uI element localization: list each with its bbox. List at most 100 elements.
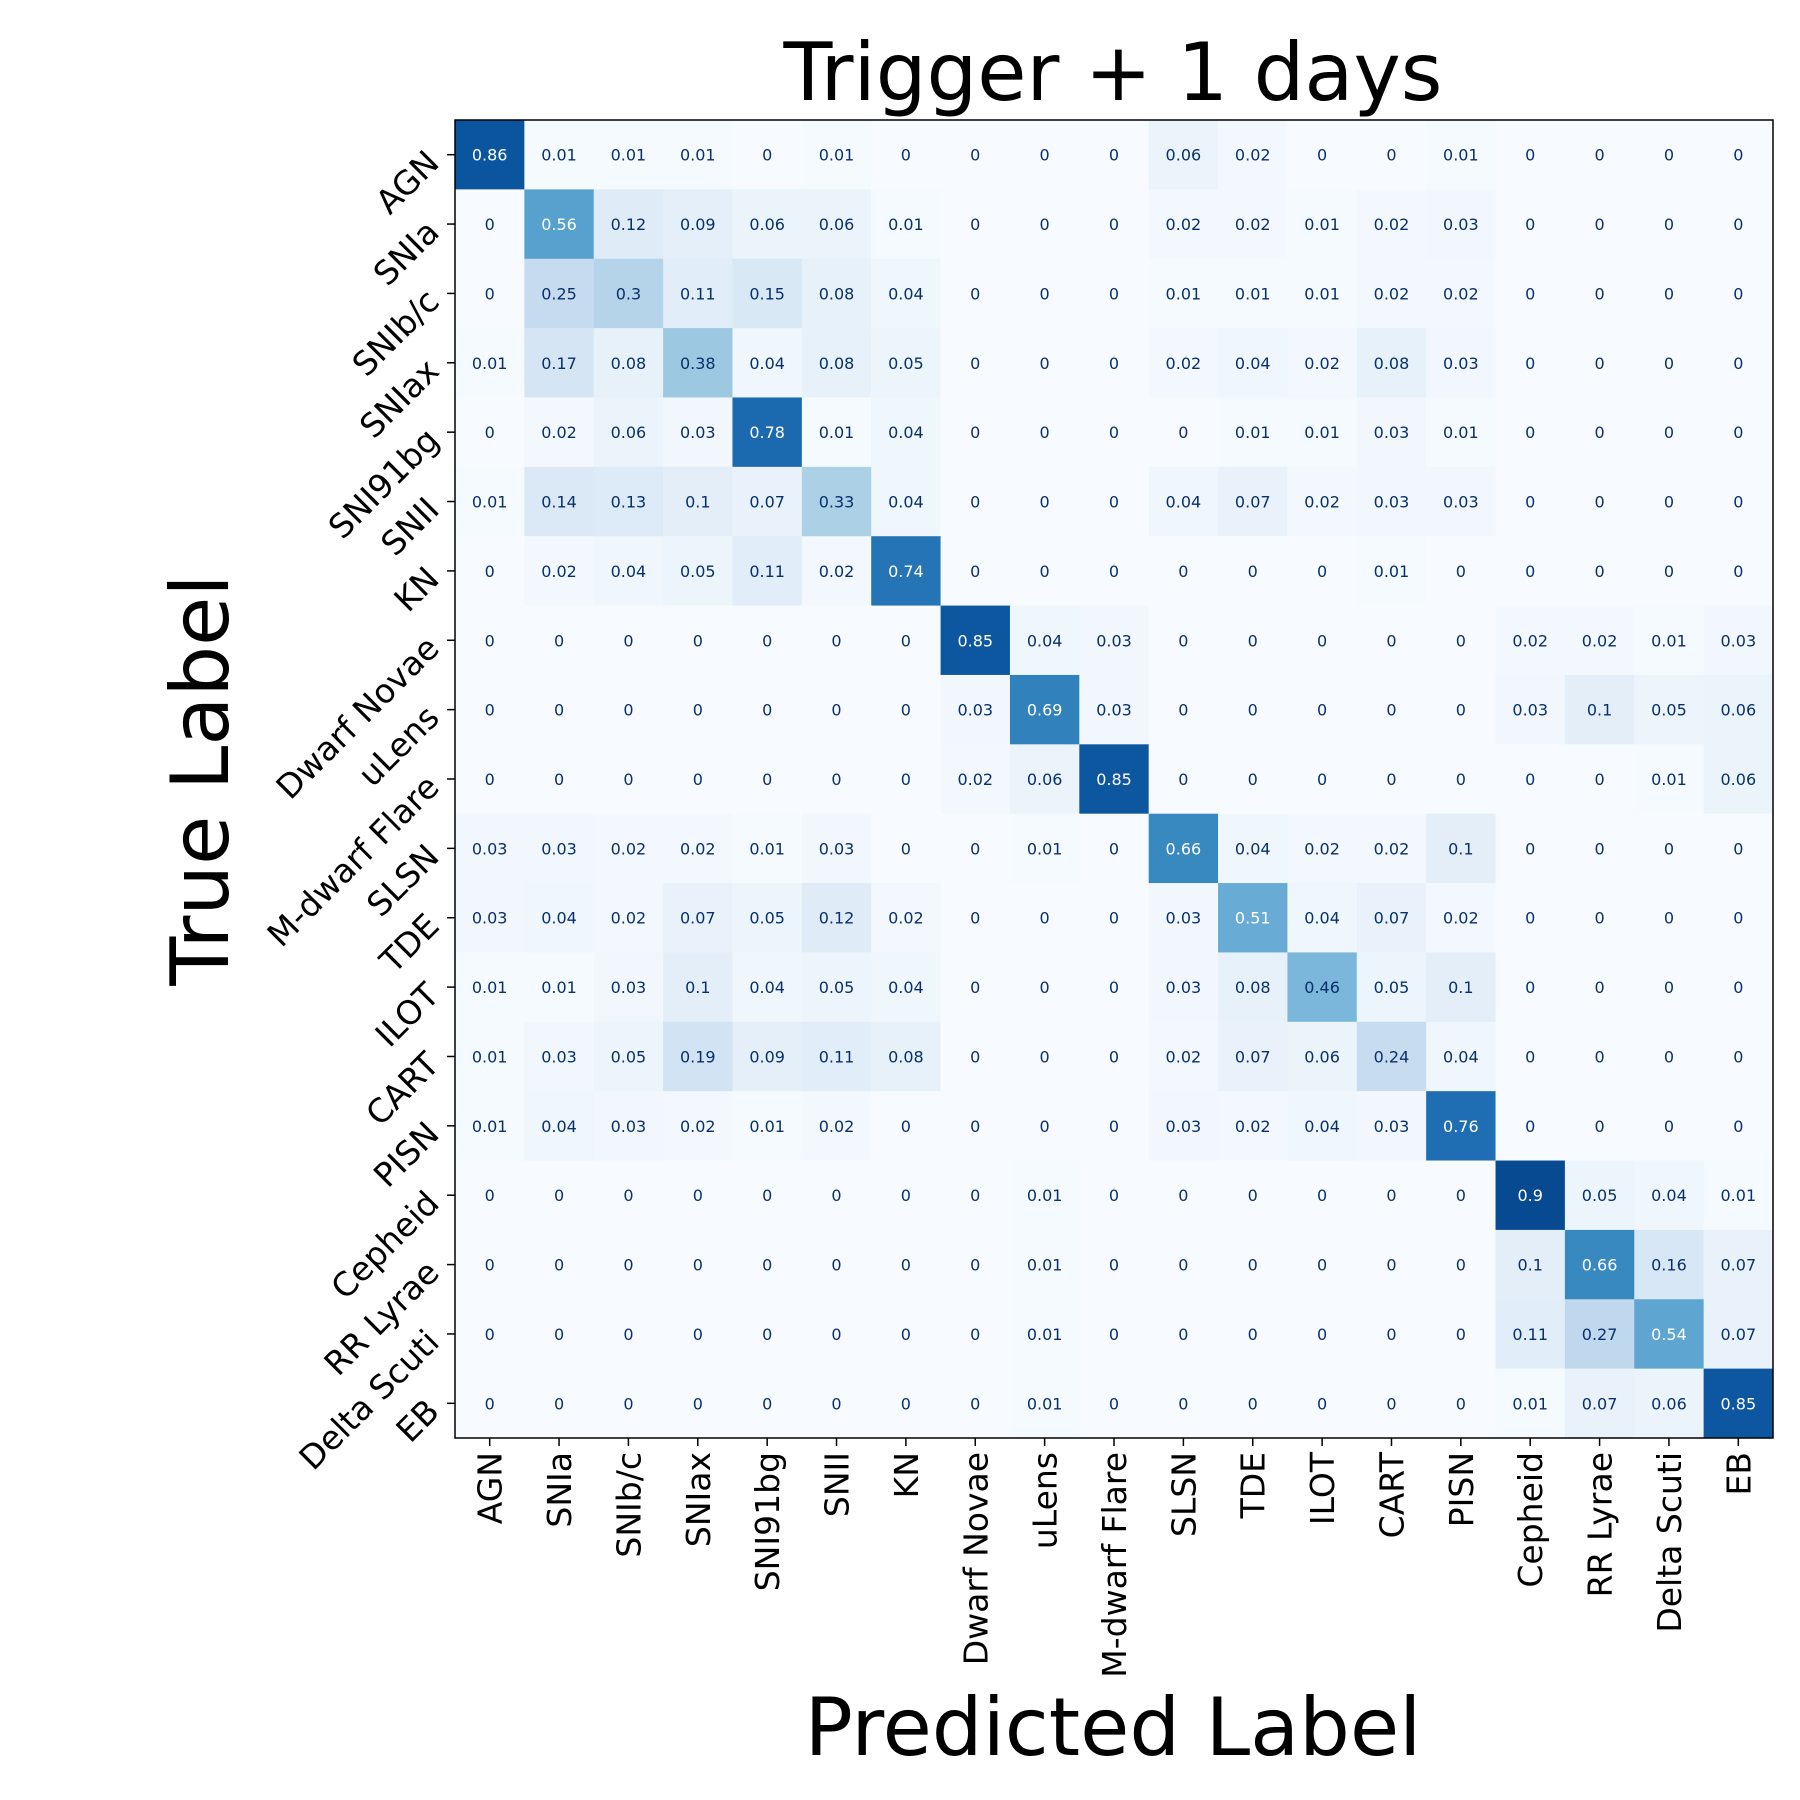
cell-value-label: 0.33 [819, 493, 855, 512]
heatmap-cell [1634, 952, 1705, 1023]
cell-value-label: 0 [1594, 354, 1604, 373]
cell-value-label: 0 [1178, 1186, 1188, 1205]
heatmap-cell [1495, 1021, 1566, 1092]
heatmap-cell [940, 466, 1011, 537]
cell-value-label: 0.02 [819, 562, 855, 581]
heatmap-cell [1426, 1368, 1497, 1439]
heatmap-cell [1009, 1091, 1080, 1162]
cell-value-label: 0 [1525, 839, 1535, 858]
heatmap-cell [801, 674, 872, 745]
heatmap-cell [1426, 744, 1497, 815]
cell-value-label: 0.03 [1166, 1117, 1202, 1136]
cell-value-label: 0 [762, 146, 772, 165]
heatmap-cell [732, 674, 803, 745]
cell-value-label: 0.05 [1374, 978, 1410, 997]
cell-value-label: 0.01 [1512, 1394, 1548, 1413]
heatmap-cell [1287, 466, 1358, 537]
heatmap-cell [940, 120, 1011, 190]
cell-value-label: 0.03 [1096, 701, 1132, 720]
heatmap-cell [1079, 397, 1150, 468]
cell-value-label: 0 [1248, 562, 1258, 581]
heatmap-cell [1703, 744, 1774, 815]
heatmap-cell [1148, 813, 1219, 884]
cell-value-label: 0 [1525, 770, 1535, 789]
cell-value-label: 0.69 [1027, 701, 1063, 720]
cell-value-label: 0.04 [1166, 493, 1202, 512]
cell-value-label: 0.54 [1651, 1325, 1687, 1344]
cell-value-label: 0 [831, 1256, 841, 1275]
heatmap-cell [524, 1091, 595, 1162]
heatmap-cell [1564, 328, 1635, 398]
heatmap-cell [1287, 536, 1358, 607]
heatmap-cell [593, 1091, 664, 1162]
heatmap-cell [1148, 258, 1219, 329]
cell-value-label: 0 [1317, 562, 1327, 581]
cell-value-label: 0 [1109, 909, 1119, 928]
cell-value-label: 0.06 [749, 215, 785, 234]
heatmap-cell [1079, 328, 1150, 398]
cell-value-label: 0.02 [1166, 354, 1202, 373]
cell-value-label: 0 [1664, 1047, 1674, 1066]
heatmap-cell [1703, 1021, 1774, 1092]
cell-value-label: 0.03 [472, 909, 508, 928]
heatmap-cell [593, 883, 664, 953]
cell-value-label: 0 [1525, 978, 1535, 997]
cell-value-label: 0.08 [1374, 354, 1410, 373]
heatmap-cell [1634, 605, 1705, 676]
cell-value-label: 0 [1525, 909, 1535, 928]
cell-value-label: 0 [970, 284, 980, 303]
heatmap-cell [593, 189, 664, 260]
heatmap-cell [1426, 952, 1497, 1023]
heatmap-cell [1495, 883, 1566, 953]
cell-value-label: 0 [901, 1256, 911, 1275]
cell-value-label: 0 [1525, 146, 1535, 165]
heatmap-cell [1564, 120, 1635, 190]
heatmap-cell [1218, 397, 1288, 468]
cell-value-label: 0 [1178, 423, 1188, 442]
cell-value-label: 0 [1109, 146, 1119, 165]
heatmap-cell [1634, 674, 1705, 745]
cell-value-label: 0.1 [685, 978, 710, 997]
heatmap-cell [1634, 189, 1705, 260]
cell-value-label: 0 [1664, 839, 1674, 858]
heatmap-cell [455, 744, 525, 815]
cell-value-label: 0 [970, 978, 980, 997]
heatmap-cell [1495, 120, 1566, 190]
cell-value-label: 0.06 [1721, 701, 1757, 720]
cell-value-label: 0 [1040, 1047, 1050, 1066]
cell-value-label: 0 [693, 631, 703, 650]
cell-value-label: 0 [1248, 1394, 1258, 1413]
heatmap-cell [1495, 952, 1566, 1023]
heatmap-cell [1148, 120, 1219, 190]
heatmap-cell [1079, 605, 1150, 676]
cell-value-label: 0 [901, 839, 911, 858]
heatmap-cell [524, 813, 595, 884]
cell-value-label: 0.01 [1027, 839, 1063, 858]
heatmap-cell [1079, 813, 1150, 884]
y-tick-label: AGN [368, 143, 447, 222]
heatmap-cell [524, 883, 595, 953]
cell-value-label: 0 [1109, 1394, 1119, 1413]
cell-value-label: 0.27 [1582, 1325, 1618, 1344]
heatmap-cell [1287, 605, 1358, 676]
cell-value-label: 0 [554, 701, 564, 720]
heatmap-cell [1218, 1368, 1288, 1439]
cell-value-label: 0.01 [1651, 770, 1687, 789]
heatmap-cell [1079, 1021, 1150, 1092]
cell-value-label: 0.11 [749, 562, 785, 581]
cell-value-label: 0.09 [749, 1047, 785, 1066]
heatmap-cell [801, 1229, 872, 1300]
heatmap-cell [1495, 1160, 1566, 1231]
cell-value-label: 0.04 [1235, 354, 1271, 373]
cell-value-label: 0 [693, 1325, 703, 1344]
cell-value-label: 0 [762, 770, 772, 789]
cell-value-label: 0.02 [1304, 493, 1340, 512]
cell-value-label: 0 [554, 1256, 564, 1275]
heatmap-cell [1287, 1021, 1358, 1092]
cell-value-label: 0 [1594, 284, 1604, 303]
heatmap-cell [455, 397, 525, 468]
heatmap-cell [1287, 952, 1358, 1023]
heatmap-cell [593, 1021, 664, 1092]
heatmap-cell [1218, 813, 1288, 884]
cell-value-label: 0 [1248, 1256, 1258, 1275]
